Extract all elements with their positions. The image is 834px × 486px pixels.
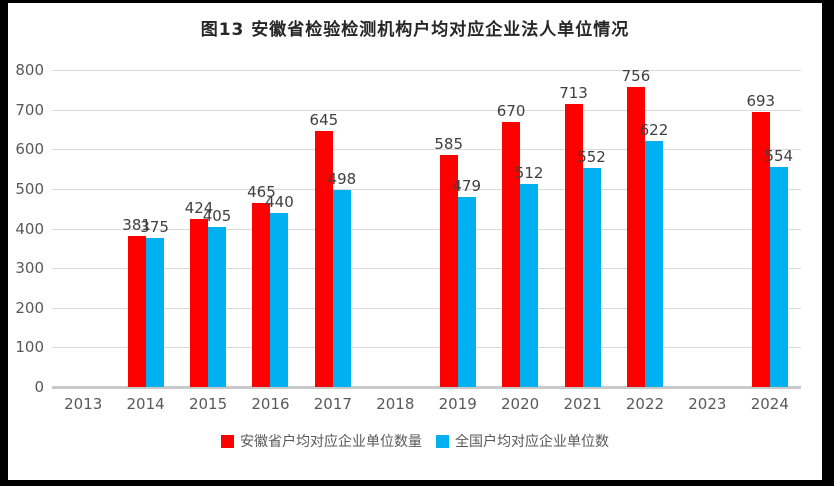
- chart-legend: 安徽省户均对应企业单位数量 全国户均对应企业单位数: [8, 430, 822, 452]
- y-axis-tick-label: 600: [15, 140, 44, 159]
- value-label: 645: [309, 111, 339, 130]
- value-label: 585: [434, 135, 464, 154]
- y-axis-tick-label: 400: [15, 219, 44, 238]
- gridline: [52, 228, 801, 230]
- legend-label-national: 全国户均对应企业单位数: [455, 434, 609, 450]
- x-axis-tick-label: 2014: [126, 395, 165, 413]
- x-axis-tick-label: 2016: [251, 395, 290, 413]
- value-label: 756: [621, 67, 651, 86]
- legend-swatch-anhui: [221, 434, 234, 448]
- bar-anhui-2024: [751, 112, 770, 387]
- x-axis-tick-label: 2019: [438, 395, 477, 413]
- legend-item-anhui: 安徽省户均对应企业单位数量: [221, 431, 422, 451]
- x-axis-tick-label: 2017: [313, 395, 352, 413]
- bar-anhui-2016: [252, 202, 271, 387]
- bar-national-2014: [145, 238, 164, 387]
- legend-item-national: 全国户均对应企业单位数: [436, 431, 609, 451]
- bar-anhui-2022: [626, 87, 645, 387]
- y-axis-tick-label: 0: [34, 378, 44, 396]
- bar-national-2016: [270, 212, 289, 387]
- value-label: 512: [514, 164, 544, 183]
- x-axis-tick-label: 2023: [688, 395, 727, 413]
- x-axis-tick-label: 2018: [376, 395, 415, 413]
- bar-national-2017: [332, 189, 351, 387]
- gridline: [52, 268, 801, 270]
- gridline: [52, 109, 801, 111]
- x-axis-line: [52, 386, 801, 389]
- bar-national-2020: [520, 184, 539, 387]
- bar-anhui-2017: [314, 131, 333, 387]
- gridline: [52, 70, 801, 71]
- value-label: 693: [746, 92, 776, 111]
- y-axis-tick-label: 200: [15, 298, 44, 317]
- gridline: [52, 307, 801, 309]
- value-label: 440: [265, 192, 294, 211]
- value-label: 552: [577, 148, 606, 167]
- bar-anhui-2020: [502, 121, 521, 387]
- legend-label-anhui: 安徽省户均对应企业单位数量: [240, 434, 422, 450]
- bar-anhui-2014: [127, 236, 146, 387]
- value-label: 479: [452, 177, 482, 196]
- y-axis-tick-label: 800: [15, 61, 44, 79]
- bar-national-2019: [457, 197, 476, 387]
- x-axis-tick-label: 2015: [188, 395, 228, 413]
- value-label: 465: [247, 182, 276, 201]
- value-label: 424: [184, 198, 214, 217]
- chart-title: 图13 安徽省检验检测机构户均对应企业法人单位情况: [200, 20, 630, 40]
- bar-national-2015: [208, 226, 227, 387]
- value-label: 622: [639, 120, 669, 139]
- value-label: 405: [202, 206, 232, 225]
- y-axis-tick-label: 100: [15, 338, 44, 357]
- gridline: [52, 347, 801, 349]
- legend-swatch-national: [436, 434, 449, 448]
- x-axis-tick-label: 2020: [501, 395, 540, 413]
- bar-national-2024: [769, 167, 788, 387]
- bar-anhui-2021: [564, 104, 583, 387]
- value-label: 498: [327, 169, 357, 188]
- y-axis-tick-label: 300: [15, 259, 44, 278]
- value-label: 713: [559, 84, 588, 103]
- y-axis-tick-label: 700: [15, 100, 44, 119]
- value-label: 554: [764, 147, 794, 166]
- x-axis-tick-label: 2024: [750, 395, 789, 413]
- y-axis-tick-label: 500: [15, 179, 44, 198]
- gridline: [52, 188, 801, 190]
- bar-anhui-2015: [190, 218, 209, 387]
- bar-national-2022: [644, 140, 663, 387]
- gridline: [52, 149, 801, 151]
- value-label: 381: [122, 216, 151, 235]
- bar-national-2021: [582, 168, 601, 387]
- x-axis-tick-label: 2022: [625, 395, 665, 413]
- bar-anhui-2019: [439, 155, 458, 387]
- value-label: 375: [140, 218, 169, 237]
- value-label: 670: [496, 101, 526, 120]
- x-axis-tick-label: 2021: [563, 395, 602, 413]
- x-axis-tick-label: 2013: [64, 395, 103, 413]
